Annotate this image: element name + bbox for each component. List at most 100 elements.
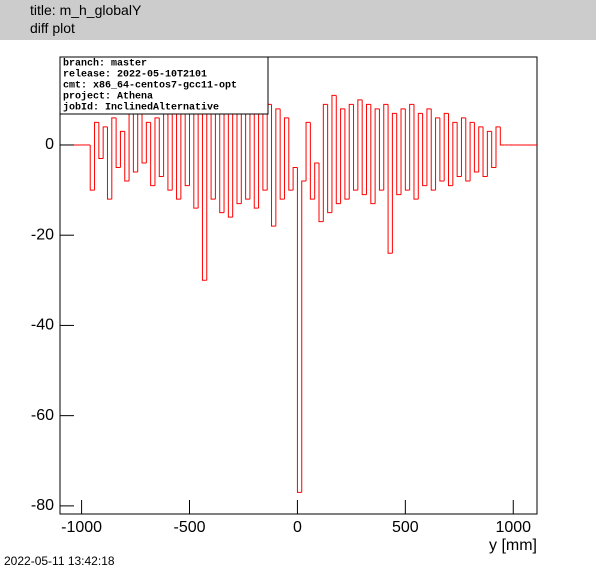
histogram-bin [396, 113, 402, 196]
histogram-bin [430, 108, 436, 191]
x-tick-label: 0 [293, 519, 302, 536]
histogram-bin [89, 144, 95, 191]
x-tick-label: -500 [173, 519, 205, 536]
info-line: branch: master [63, 58, 147, 70]
histogram-bin [180, 108, 186, 200]
histogram-bin [495, 126, 501, 168]
histogram-bin [482, 126, 488, 178]
histogram-bin [266, 103, 272, 191]
histogram-bin [400, 108, 406, 195]
histogram-bin [128, 112, 134, 182]
histogram-bin [184, 108, 190, 187]
subtitle: diff plot [30, 20, 75, 36]
histogram-bin [452, 121, 458, 186]
info-line: release: 2022-05-10T2101 [63, 69, 207, 81]
histogram-bin [210, 104, 216, 200]
y-tick-label: -40 [31, 317, 54, 334]
info-line: cmt: x86_64-centos7-gcc11-opt [63, 81, 237, 92]
histogram-bin [279, 108, 285, 200]
histogram-bin [491, 131, 496, 169]
histogram-bin [115, 117, 121, 169]
histogram-bin [258, 112, 263, 209]
histogram-bin [340, 108, 345, 204]
histogram-bin [387, 104, 393, 254]
histogram-bin [465, 117, 471, 182]
histogram-bin [253, 99, 259, 209]
histogram-bin [327, 104, 332, 214]
histogram-bin [309, 122, 315, 200]
histogram-bin [296, 167, 302, 493]
y-tick-label: -80 [31, 497, 54, 514]
histogram-bin [486, 130, 492, 177]
histogram-bin [119, 130, 125, 168]
histogram-bin [439, 117, 445, 182]
histogram-bin [335, 95, 341, 205]
histogram-bin [391, 112, 397, 254]
histogram-bin [288, 117, 294, 191]
histogram-bin [374, 108, 380, 204]
histogram-bin [478, 126, 484, 173]
histogram-bin [383, 103, 389, 191]
histogram-bin [318, 163, 324, 223]
histogram-bin [102, 126, 108, 159]
histogram-bin [435, 117, 440, 191]
timestamp: 2022-05-11 13:42:18 [4, 554, 115, 568]
histogram-bin [409, 103, 414, 191]
x-tick-label: 1000 [495, 519, 531, 536]
histogram-bin [314, 162, 320, 200]
histogram-bin [344, 108, 350, 200]
histogram-bin [357, 99, 363, 191]
histogram-bin [132, 113, 138, 173]
histogram-bin [193, 99, 199, 209]
histogram-bin [176, 113, 181, 200]
info-box [59, 56, 269, 115]
histogram-bin [240, 103, 246, 204]
histogram-bin [227, 95, 233, 218]
histogram-bin [413, 104, 419, 200]
histogram-bin [404, 108, 410, 191]
histogram-bin [469, 121, 475, 182]
title: title: m_h_globalY [30, 2, 142, 18]
histogram-bin [305, 121, 311, 182]
histogram-bin [245, 104, 250, 200]
histogram-bin [460, 117, 466, 177]
histogram-bin [111, 117, 117, 200]
histogram-bin [301, 180, 307, 493]
histogram-bin [214, 99, 220, 200]
x-tick-label: -1000 [61, 519, 102, 536]
histogram-bin [141, 108, 147, 164]
histogram-bin [167, 104, 173, 191]
histogram-bin [158, 117, 164, 178]
histogram-bin [206, 103, 212, 281]
histogram-bin [275, 108, 281, 227]
histogram-bin [150, 122, 155, 187]
histogram-bin [137, 108, 143, 173]
histogram-bin [456, 122, 462, 178]
histogram-bin [171, 112, 177, 191]
info-line: project: Athena [63, 91, 153, 103]
histogram-bin [422, 113, 427, 187]
header: title: m_h_globalY diff plot [0, 0, 596, 40]
histogram-bin [145, 121, 151, 164]
histogram-bin [322, 103, 328, 222]
histogram-bin [201, 108, 207, 281]
histogram-bin [365, 103, 371, 195]
histogram-bin [232, 108, 237, 218]
histogram-bin [292, 167, 298, 191]
frame [59, 56, 538, 515]
histogram-bin [499, 126, 505, 146]
histogram-bin [331, 94, 337, 213]
histogram-bin [154, 117, 160, 186]
x-axis-label: y [mm] [489, 537, 537, 554]
y-tick-label: 0 [45, 136, 54, 153]
histogram-bin [249, 99, 255, 200]
histogram-bin [417, 112, 423, 200]
histogram-bin [98, 122, 104, 160]
y-tick-label: -20 [31, 226, 54, 243]
histogram-bin [448, 113, 453, 187]
histogram-bin [473, 122, 479, 173]
histogram-bin [443, 112, 449, 182]
histogram-bin [219, 99, 225, 214]
